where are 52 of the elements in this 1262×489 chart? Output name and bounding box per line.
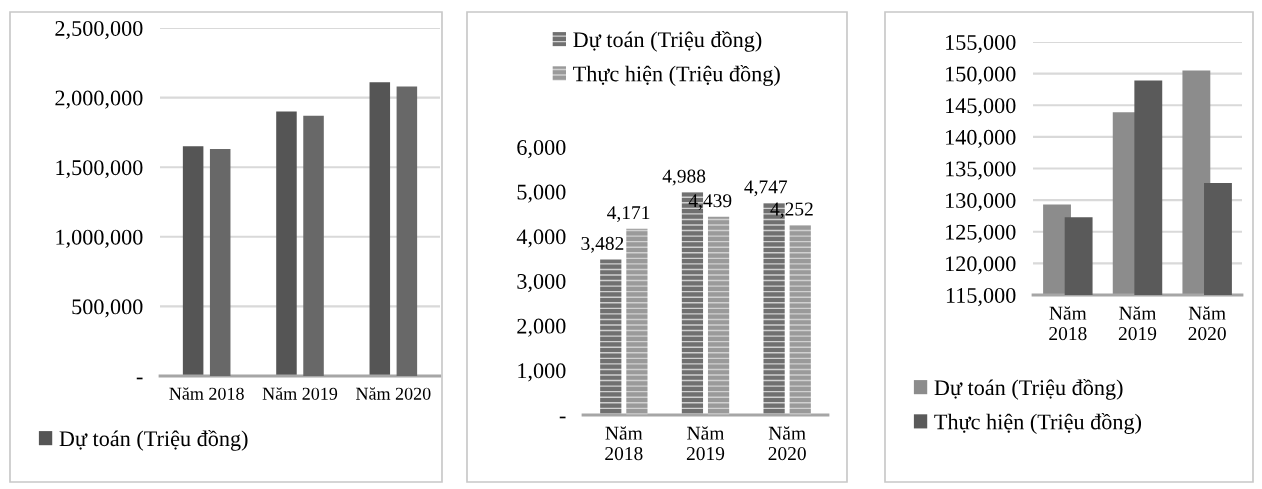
- bar: [789, 225, 811, 415]
- data-label: 4,171: [607, 206, 650, 222]
- y-tick-label: 6,000: [517, 139, 566, 159]
- data-label: 4,747: [744, 180, 788, 197]
- y-tick-label: 125,000: [946, 224, 1016, 243]
- x-tick-label: Năm 2018: [605, 426, 643, 461]
- x-tick-label: Năm 2019: [686, 426, 725, 461]
- y-tick-label: 4,000: [516, 229, 566, 248]
- bar: [209, 149, 231, 376]
- y-tick-label: 130,000: [946, 193, 1016, 212]
- data-label: 3,482: [581, 236, 624, 253]
- legend-label: Dự toán (Triệu đồng): [59, 429, 248, 451]
- y-tick-label: 155,000: [946, 34, 1016, 54]
- bar: [303, 115, 324, 376]
- y-tick-label: 1,500,000: [56, 160, 143, 179]
- y-tick-label: 1,000: [518, 363, 566, 382]
- legend-label: Thực hiện (Triệu đồng): [934, 413, 1142, 434]
- data-label: 4,252: [770, 202, 813, 219]
- legend-label: Dự toán (Triệu đồng): [573, 30, 762, 52]
- bar: [276, 111, 297, 376]
- y-tick-label: 145,000: [946, 98, 1016, 117]
- bar: [396, 86, 418, 376]
- y-tick-label: 500,000: [72, 299, 143, 318]
- y-tick-label: 150,000: [946, 66, 1016, 85]
- y-tick-label: 115,000: [946, 287, 1016, 307]
- x-tick-label: Năm 2020: [1188, 306, 1226, 341]
- y-tick-label: 2,500,000: [55, 20, 143, 40]
- x-tick-label: Năm 2018: [1049, 306, 1087, 341]
- bar: [626, 228, 648, 415]
- bar: [707, 216, 730, 415]
- bar: [182, 146, 204, 376]
- y-tick-label: -: [559, 416, 566, 419]
- y-tick-label: 5,000: [517, 184, 566, 203]
- x-tick-label: Năm 2019: [1118, 306, 1157, 341]
- y-tick-label: 2,000,000: [55, 90, 143, 109]
- data-label: 4,988: [662, 169, 706, 186]
- x-tick-label: Năm 2018: [169, 387, 244, 400]
- y-tick-label: 140,000: [946, 129, 1016, 148]
- bar: [369, 82, 391, 376]
- legend-label: Thực hiện (Triệu đồng): [573, 65, 780, 86]
- y-tick-label: 135,000: [946, 161, 1016, 180]
- x-tick-label: Năm 2020: [355, 387, 431, 400]
- x-tick-label: Năm 2019: [262, 387, 338, 400]
- bar: [600, 259, 622, 415]
- y-tick-label: 120,000: [946, 256, 1016, 275]
- y-tick-label: -: [136, 377, 143, 380]
- x-tick-label: Năm 2020: [768, 426, 806, 461]
- data-label: 4,439: [688, 194, 732, 211]
- y-tick-label: 1,000,000: [56, 229, 143, 248]
- y-tick-label: 2,000: [517, 318, 566, 337]
- legend-label: Dự toán (Triệu đồng): [934, 378, 1123, 400]
- y-tick-label: 3,000: [517, 273, 566, 293]
